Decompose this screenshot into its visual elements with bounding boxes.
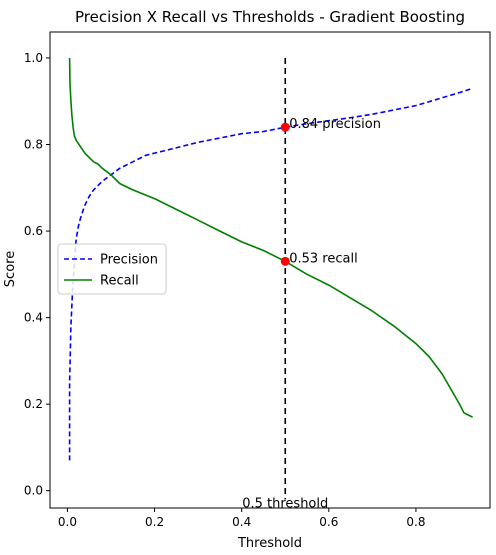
series-line-precision: [68, 87, 473, 461]
annotation-label: 0.84 precision: [289, 117, 381, 132]
x-tick-label: 0.0: [58, 515, 77, 529]
annotation-label: 0.53 recall: [289, 251, 357, 266]
annotation-label: 0.5 threshold: [242, 497, 328, 512]
y-tick-label: 0.4: [24, 311, 43, 325]
x-tick-label: 0.4: [232, 515, 251, 529]
x-tick-label: 0.2: [145, 515, 164, 529]
x-tick-label: 0.6: [319, 515, 338, 529]
highlight-point: [280, 122, 290, 132]
highlight-point: [280, 256, 290, 266]
y-tick-label: 0.2: [24, 397, 43, 411]
x-axis-label: Threshold: [237, 536, 302, 551]
plot-frame: [49, 31, 491, 509]
y-tick-label: 0.0: [24, 484, 43, 498]
legend-label-precision: Precision: [100, 253, 158, 268]
x-tick-label: 0.8: [406, 515, 425, 529]
y-axis-label: Score: [3, 251, 18, 287]
y-tick-label: 1.0: [24, 51, 43, 65]
series-line-recall: [68, 57, 473, 418]
chart-title: Precision X Recall vs Thresholds - Gradi…: [75, 8, 465, 26]
y-tick-label: 0.8: [24, 138, 43, 152]
y-tick-label: 0.6: [24, 224, 43, 238]
legend-box: [57, 243, 167, 295]
legend-label-recall: Recall: [100, 274, 139, 289]
plot-area: 0.0 0.2 0.4 0.6 0.8 0.0 0.2 0.4 0.6 0.8 1.0 0.84 pr…: [24, 31, 491, 529]
